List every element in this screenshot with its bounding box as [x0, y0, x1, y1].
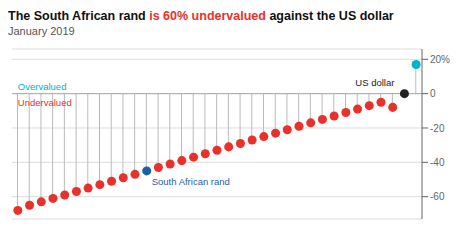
svg-text:South African rand: South African rand [152, 176, 230, 187]
svg-text:US dollar: US dollar [355, 77, 394, 88]
svg-text:-40: -40 [430, 157, 445, 168]
svg-text:-60: -60 [430, 191, 445, 202]
svg-text:Undervalued: Undervalued [18, 97, 72, 108]
svg-text:Overvalued: Overvalued [18, 81, 67, 92]
svg-text:20%: 20% [430, 54, 450, 65]
svg-text:0: 0 [430, 88, 436, 99]
html-text:January 2019: January 2019 [8, 25, 75, 37]
svg-text:-20: -20 [430, 123, 445, 134]
html-text:The South African rand is 60%: The South African rand is 60% undervalue… [8, 9, 394, 23]
